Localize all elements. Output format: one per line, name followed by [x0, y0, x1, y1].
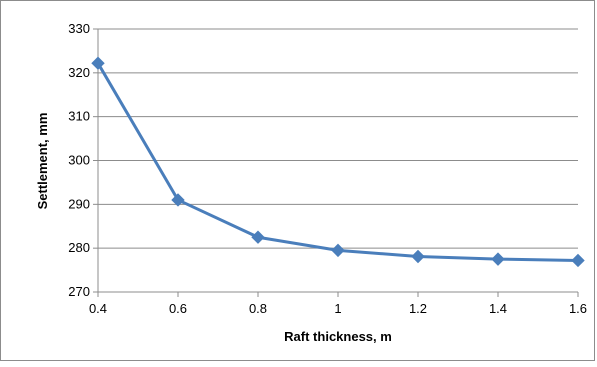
x-tick-label: 1.6: [569, 301, 587, 316]
y-tick-label: 320: [68, 65, 90, 80]
y-tick-labels: 270 280 290 300 310 320 330: [68, 21, 90, 299]
data-point-marker: [91, 56, 105, 70]
y-tick-label: 290: [68, 196, 90, 211]
x-tick-label: 0.4: [89, 301, 107, 316]
data-point-marker: [331, 243, 345, 258]
series-line: [96, 62, 579, 262]
data-point-marker: [171, 193, 185, 207]
data-point-marker: [251, 230, 265, 244]
x-tick-label: 1.4: [489, 301, 507, 316]
x-tick-labels: 0.4 0.6 0.8 1 1.2 1.4 1.6: [89, 301, 587, 316]
data-point-marker: [571, 253, 585, 268]
data-point-marker: [491, 252, 505, 266]
y-tick-label: 330: [68, 21, 90, 36]
y-tick-label: 280: [68, 240, 90, 255]
gridlines: [98, 28, 578, 249]
y-tick-label: 270: [68, 284, 90, 299]
series: [91, 56, 585, 268]
x-tick-label: 0.8: [249, 301, 267, 316]
y-tick-label: 310: [68, 109, 90, 124]
x-tick-label: 1: [334, 301, 341, 316]
data-point-marker: [411, 249, 425, 264]
x-tick-label: 1.2: [409, 301, 427, 316]
y-axis-title: Settlement, mm: [35, 113, 50, 210]
axes: [93, 28, 579, 297]
x-axis-title: Raft thickness, m: [284, 329, 392, 344]
x-tick-label: 0.6: [169, 301, 187, 316]
y-tick-label: 300: [68, 153, 90, 168]
